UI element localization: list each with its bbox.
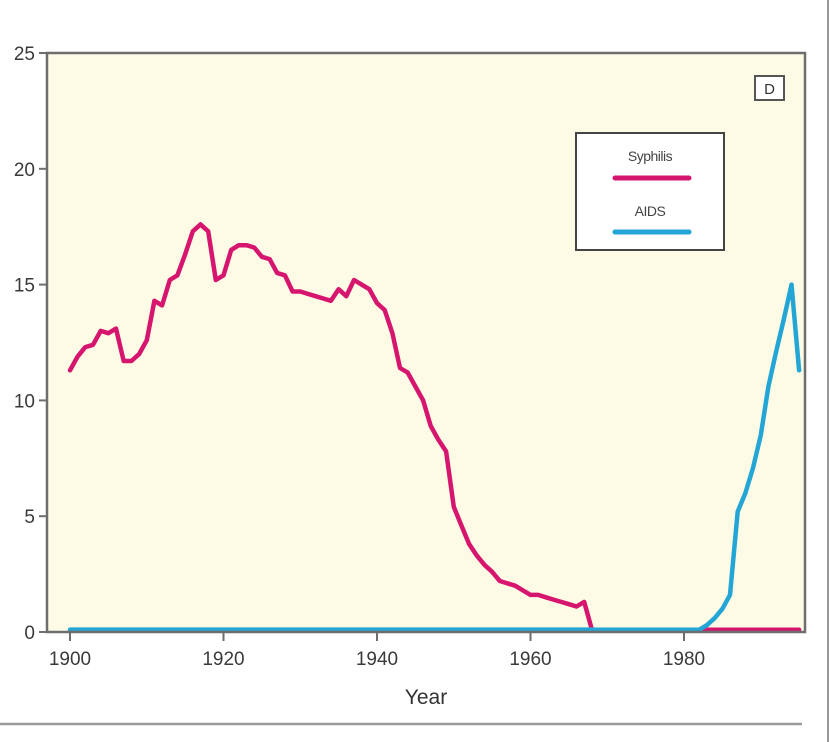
- y-tick-label: 20: [14, 160, 35, 181]
- y-tick-label: 10: [14, 391, 35, 412]
- x-tick-label: 1900: [49, 649, 91, 670]
- legend: Syphilis AIDS: [575, 132, 725, 251]
- x-tick-label: 1980: [663, 649, 705, 670]
- y-tick-label: 25: [14, 44, 35, 65]
- x-axis-title: Year: [405, 686, 447, 709]
- panel-label: D: [754, 75, 785, 101]
- series-line-syphilis: [67, 222, 802, 632]
- y-tick-label: 15: [14, 276, 35, 297]
- x-tick-label: 1960: [509, 649, 551, 670]
- y-tick-label: 0: [24, 623, 35, 644]
- plot-frame: [45, 51, 807, 634]
- legend-label-aids: AIDS: [635, 203, 666, 219]
- y-axis: 0 5 10 15 20 25: [14, 44, 47, 644]
- x-tick-label: 1920: [202, 649, 244, 670]
- series-layer: [67, 222, 802, 632]
- x-axis: 1900 1920 1940 1960 1980: [49, 632, 705, 670]
- y-tick-label: 5: [24, 507, 35, 528]
- panel-label-text: D: [764, 81, 775, 98]
- legend-label-syphilis: Syphilis: [628, 148, 673, 164]
- x-tick-label: 1940: [356, 649, 398, 670]
